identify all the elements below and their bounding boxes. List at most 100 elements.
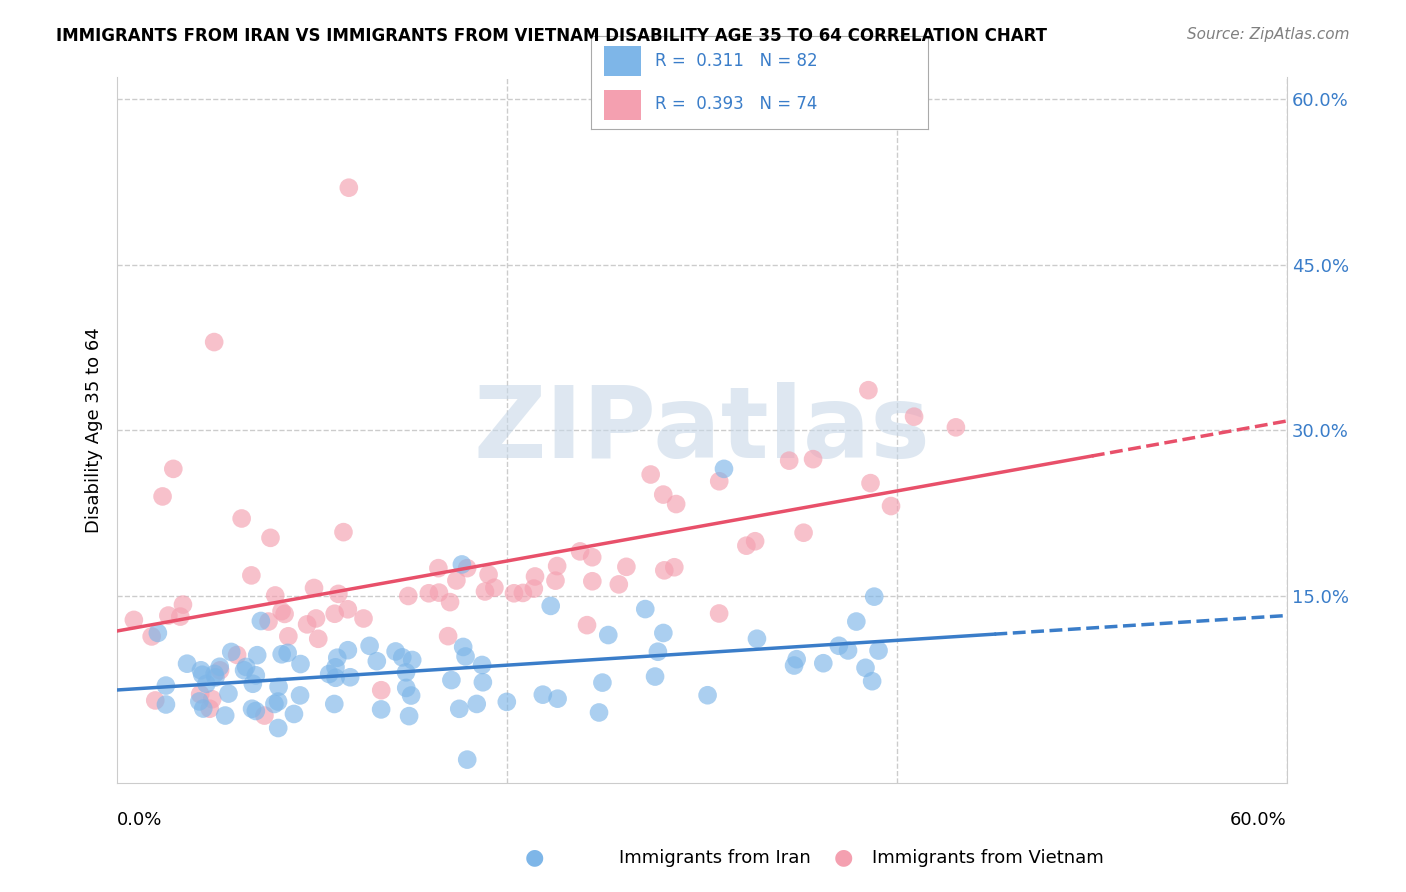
Point (786, 652, 808, 666)
Point (267, 694, 290, 708)
Point (399, 689, 422, 703)
Point (162, 462, 184, 476)
Point (259, 531, 281, 545)
Point (588, 706, 610, 720)
Point (366, 654, 388, 668)
Point (242, 677, 264, 691)
Point (427, 585, 450, 599)
Point (474, 584, 496, 599)
Point (204, 670, 226, 684)
Text: ZIPatlas: ZIPatlas (474, 382, 931, 479)
Point (540, 599, 562, 613)
Point (240, 568, 263, 582)
Point (745, 632, 768, 646)
Point (652, 563, 675, 577)
Point (302, 581, 325, 595)
Point (250, 614, 273, 628)
Point (607, 577, 630, 591)
Point (855, 661, 877, 675)
Point (246, 648, 269, 663)
Point (277, 629, 299, 643)
Point (240, 702, 263, 716)
Text: Source: ZipAtlas.com: Source: ZipAtlas.com (1187, 27, 1350, 42)
Point (427, 561, 450, 575)
Point (860, 674, 883, 689)
Point (858, 383, 880, 397)
Point (267, 680, 290, 694)
Point (547, 691, 569, 706)
Point (146, 626, 169, 640)
Point (323, 607, 346, 621)
Point (325, 660, 347, 674)
Point (318, 667, 340, 681)
Point (209, 664, 232, 678)
Point (326, 650, 349, 665)
Point (396, 589, 419, 603)
Point (305, 611, 328, 625)
Point (456, 561, 478, 575)
Point (440, 673, 463, 687)
Point (664, 560, 686, 574)
Point (270, 647, 292, 661)
Point (370, 702, 392, 716)
Point (332, 525, 354, 540)
Text: Immigrants from Iran: Immigrants from Iran (619, 849, 810, 867)
Point (647, 645, 669, 659)
Point (837, 643, 859, 657)
Point (801, 452, 824, 467)
Point (813, 657, 835, 671)
Point (143, 693, 166, 707)
Point (696, 688, 718, 702)
Point (503, 586, 526, 600)
Point (544, 574, 567, 588)
Point (398, 709, 420, 723)
Point (707, 607, 730, 621)
Point (245, 668, 267, 682)
Point (188, 687, 211, 701)
Point (245, 704, 267, 718)
Point (454, 649, 477, 664)
Text: R =  0.311   N = 82: R = 0.311 N = 82 (655, 52, 817, 70)
Point (418, 586, 440, 600)
Point (471, 675, 494, 690)
Point (169, 609, 191, 624)
Point (152, 490, 174, 504)
Point (477, 567, 499, 582)
Point (634, 602, 657, 616)
Point (576, 618, 599, 632)
Point (370, 683, 392, 698)
Point (903, 409, 925, 424)
Point (640, 467, 662, 482)
Point (439, 595, 461, 609)
Point (233, 663, 256, 677)
Point (644, 669, 666, 683)
Point (709, 475, 731, 489)
Point (257, 615, 280, 629)
Point (323, 697, 346, 711)
Point (713, 462, 735, 476)
Point (283, 706, 305, 721)
Point (155, 698, 177, 712)
Point (868, 643, 890, 657)
Point (235, 660, 257, 674)
Point (484, 581, 506, 595)
Point (328, 587, 350, 601)
Point (863, 590, 886, 604)
Point (783, 658, 806, 673)
Text: IMMIGRANTS FROM IRAN VS IMMIGRANTS FROM VIETNAM DISABILITY AGE 35 TO 64 CORRELAT: IMMIGRANTS FROM IRAN VS IMMIGRANTS FROM … (56, 27, 1047, 45)
Point (945, 420, 967, 434)
Point (616, 559, 638, 574)
Point (451, 558, 474, 572)
Point (395, 665, 418, 680)
Point (531, 688, 554, 702)
Point (141, 630, 163, 644)
Point (307, 632, 329, 646)
Point (325, 671, 347, 685)
Point (437, 629, 460, 643)
Point (523, 582, 546, 596)
Point (735, 539, 758, 553)
Point (231, 511, 253, 525)
Point (273, 607, 295, 621)
Point (384, 644, 406, 658)
Point (353, 611, 375, 625)
